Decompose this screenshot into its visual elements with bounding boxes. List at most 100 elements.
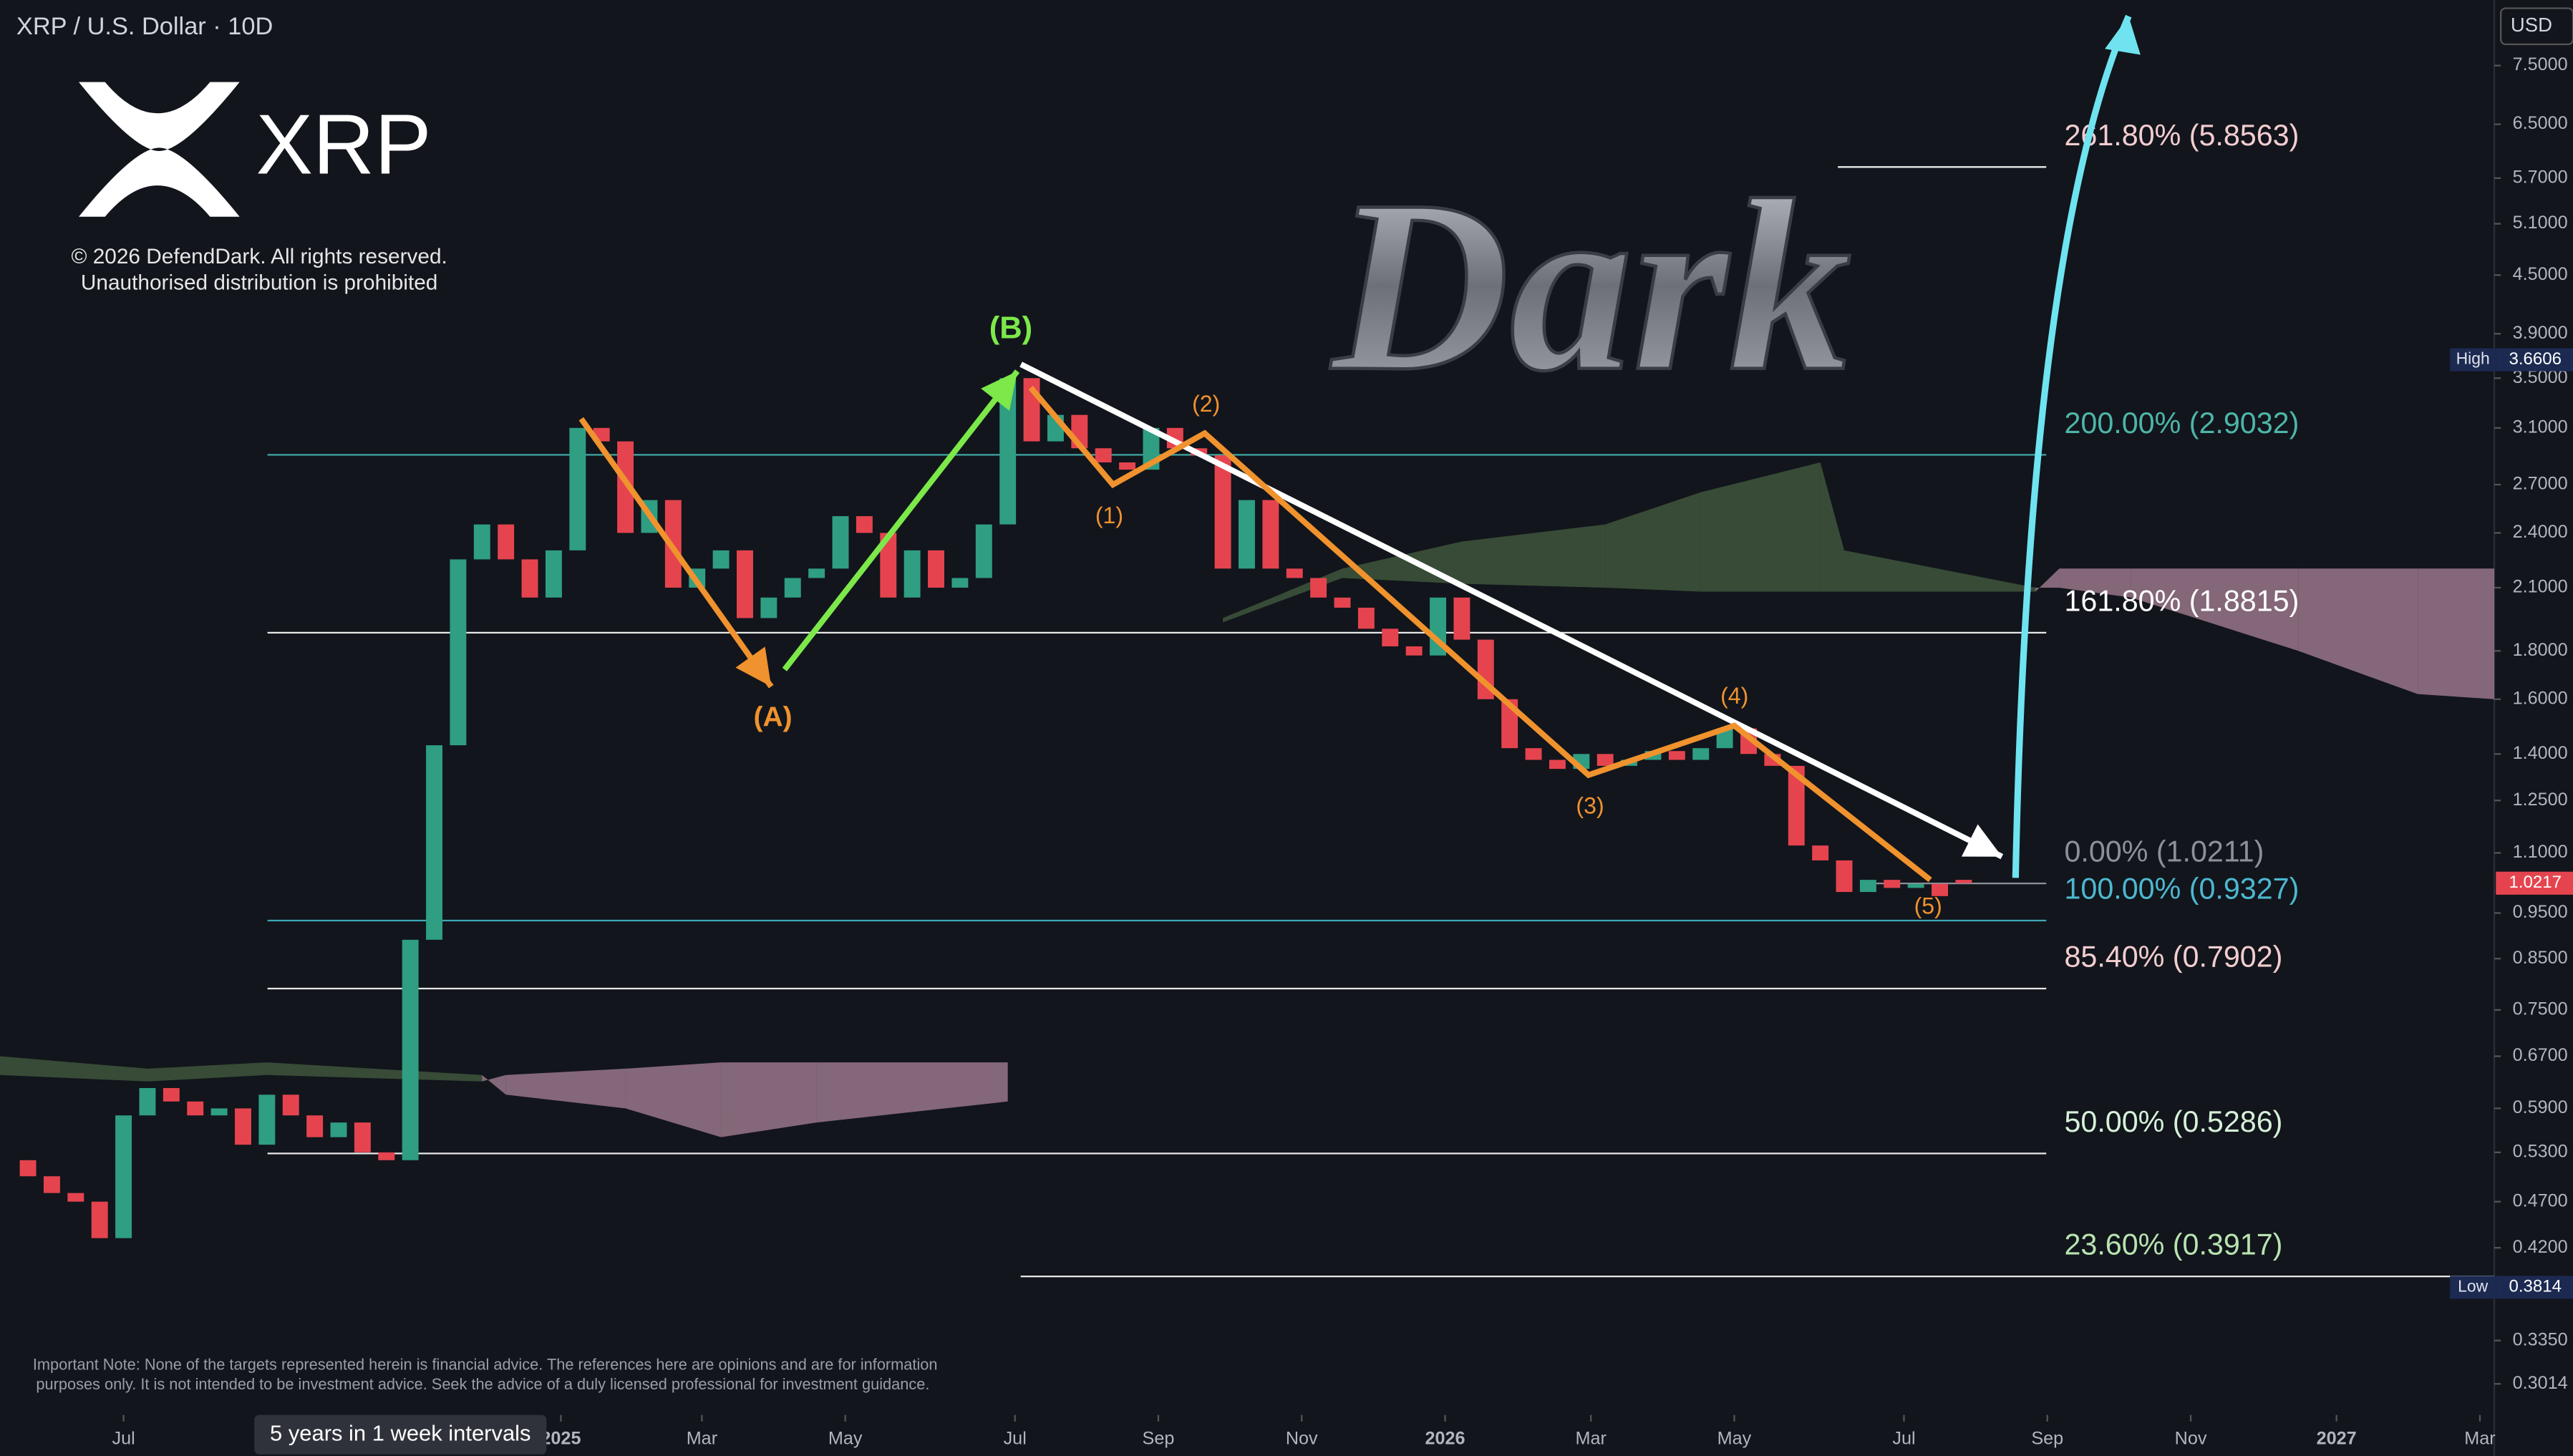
disclaimer: purposes only. It is not intended to be … [36, 1375, 929, 1393]
level-label: 85.40% (0.7902) [2064, 941, 2282, 974]
range-button-label[interactable]: 5 years in 1 week intervals [270, 1420, 530, 1445]
cloud-segment [2035, 568, 2060, 592]
y-tick-label: 6.5000 [2513, 113, 2568, 133]
y-tick-label: 0.5300 [2513, 1141, 2568, 1161]
wave-arrowhead [735, 646, 772, 687]
cloud-segment [1461, 524, 1606, 588]
candle-body [1357, 607, 1375, 629]
candle-body [1549, 759, 1566, 770]
candle-body [306, 1115, 324, 1137]
y-tick-label: 2.7000 [2513, 474, 2568, 494]
candle-body [521, 559, 538, 598]
wave-arrowhead [1961, 824, 2002, 857]
cloud-segment [1844, 550, 2036, 592]
x-tick-label: Mar [687, 1429, 717, 1449]
candle-body [1836, 860, 1853, 893]
candle-body [1955, 880, 1972, 883]
y-tick-label: 0.9500 [2513, 902, 2568, 922]
level-label: 200.00% (2.9032) [2064, 407, 2299, 440]
candle-body [354, 1122, 371, 1152]
candle-body [450, 559, 467, 746]
price-badge [2496, 348, 2573, 372]
candle-body [1334, 597, 1351, 608]
y-tick-label: 0.3014 [2513, 1373, 2568, 1393]
candle-body [1214, 455, 1231, 569]
candle-body [1668, 751, 1685, 760]
candle-body [784, 578, 801, 598]
candle-body [545, 550, 562, 598]
price-badge-label: 0.3814 [2509, 1277, 2562, 1296]
badge-label-box [2450, 1276, 2496, 1299]
candle-body [1692, 748, 1710, 760]
wave-line [782, 369, 1020, 671]
wave-arrowhead [981, 371, 1018, 411]
x-tick-label: 2027 [2317, 1429, 2357, 1449]
y-tick-label: 1.6000 [2513, 688, 2568, 708]
price-badge-label: 1.0217 [2509, 873, 2562, 892]
x-tick-label: Sep [2031, 1429, 2063, 1449]
copyright: © 2026 DefendDark. All rights reserved. [71, 245, 447, 268]
cloud-segment [147, 1062, 267, 1082]
level-label: 161.80% (1.8815) [2064, 585, 2299, 618]
y-tick-label: 0.8500 [2513, 948, 2568, 968]
currency[interactable]: USD [2511, 14, 2552, 36]
candle-body [1525, 748, 1542, 760]
y-tick-label: 0.4700 [2513, 1190, 2568, 1210]
candle-body [569, 427, 586, 550]
y-tick-label: 0.6700 [2513, 1045, 2568, 1065]
cloud-layer [0, 462, 2494, 1137]
y-tick-label: 7.5000 [2513, 54, 2568, 74]
candles-layer [19, 378, 1972, 1238]
candle-body [115, 1115, 132, 1238]
y-tick-label: 5.7000 [2513, 167, 2568, 187]
candle-body [282, 1095, 299, 1116]
wave-line [1028, 385, 1932, 883]
y-tick-label: 3.1000 [2513, 417, 2568, 437]
candle-body [617, 441, 634, 533]
candle-body [1405, 646, 1423, 656]
y-tick-label: 0.5900 [2513, 1097, 2568, 1117]
range-button[interactable] [254, 1414, 547, 1455]
candle-body [258, 1095, 276, 1145]
x-tick-label: Sep [1143, 1429, 1175, 1449]
candle-body [1310, 578, 1327, 598]
candle-body [163, 1087, 180, 1102]
x-tick-label: Jul [1892, 1429, 1915, 1449]
y-tick-label: 1.1000 [2513, 842, 2568, 862]
candle-body [1262, 500, 1279, 569]
cloud-segment [2131, 568, 2299, 651]
candle-body [426, 745, 442, 940]
candle-body [856, 516, 873, 533]
badge-label: High [2456, 349, 2490, 368]
badge-label-box [2450, 348, 2496, 372]
candle-body [975, 524, 992, 578]
logo: XRP [79, 82, 432, 217]
copyright: Unauthorised distribution is prohibited [81, 271, 437, 295]
wave-line [578, 417, 774, 689]
candle-body [1859, 880, 1876, 893]
candle-body [1907, 883, 1924, 888]
candle-body [903, 550, 921, 598]
candle-body [91, 1201, 108, 1238]
x-tick-label: 2026 [1425, 1429, 1465, 1449]
y-tick-label: 0.3350 [2513, 1329, 2568, 1349]
candle-body [760, 597, 777, 618]
candle-body [330, 1122, 347, 1137]
currency-box[interactable] [2500, 7, 2573, 46]
candle-body [737, 550, 753, 618]
price-badge [2496, 1276, 2573, 1299]
price-badge-label: 3.6606 [2509, 349, 2562, 369]
candle-body [498, 524, 515, 560]
candle-body [1716, 728, 1733, 749]
chart-title: XRP / U.S. Dollar · 10D [16, 13, 273, 40]
candle-body [832, 516, 849, 569]
candle-body [187, 1101, 204, 1116]
candle-body [712, 550, 730, 569]
y-tick-label: 0.7500 [2513, 999, 2568, 1019]
candle-body [378, 1152, 395, 1160]
candle-body [1119, 462, 1136, 470]
x-tick-label: Jul [112, 1429, 135, 1449]
logo-text: XRP [256, 97, 432, 192]
wave-label: (2) [1192, 391, 1220, 417]
candle-body [402, 939, 419, 1160]
